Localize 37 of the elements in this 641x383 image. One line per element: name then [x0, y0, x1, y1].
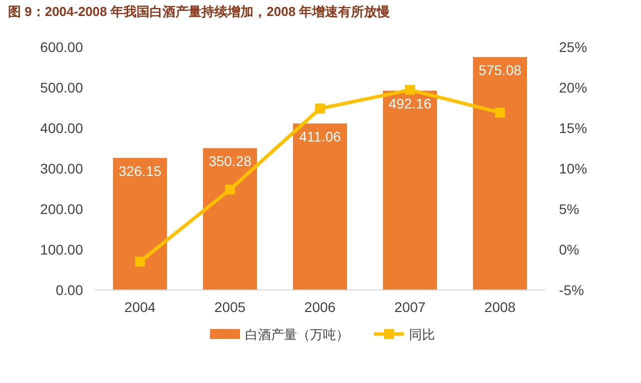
data-label: 492.16: [388, 96, 432, 112]
legend-label: 白酒产量（万吨）: [245, 327, 349, 342]
point: [315, 104, 325, 114]
x-tick-label: 2007: [394, 299, 426, 315]
y2-tick-label: 15%: [559, 120, 588, 136]
y-tick-label: 500.00: [40, 80, 84, 96]
bar: [113, 158, 167, 290]
y-tick-label: 0.00: [56, 282, 84, 298]
x-tick-label: 2006: [304, 299, 336, 315]
y2-tick-label: 10%: [559, 160, 588, 176]
point: [405, 84, 415, 95]
y2-tick-label: 25%: [559, 39, 588, 55]
chart-title: 图 9：2004-2008 年我国白酒产量持续增加，2008 年增速有所放慢: [8, 4, 390, 19]
data-label: 575.08: [478, 62, 522, 78]
point: [135, 256, 145, 267]
y-tick-label: 200.00: [40, 201, 84, 217]
point: [495, 108, 505, 118]
y-tick-label: 600.00: [40, 39, 84, 55]
data-label: 411.06: [299, 128, 342, 145]
data-label: 350.28: [208, 153, 252, 170]
y2-tick-label: -5%: [559, 282, 584, 298]
y-tick-label: 400.00: [40, 120, 84, 136]
x-tick-label: 2005: [214, 299, 246, 315]
point: [225, 184, 235, 195]
data-label: 326.15: [118, 162, 162, 179]
bar: [473, 57, 527, 290]
bar: [203, 148, 257, 290]
bar: [293, 124, 347, 290]
y-tick-label: 100.00: [40, 242, 84, 258]
y2-tick-label: 0%: [559, 242, 580, 258]
y-tick-label: 300.00: [40, 160, 84, 176]
legend-label: 同比: [409, 327, 435, 342]
y2-tick-label: 5%: [559, 201, 580, 217]
y2-tick-label: 20%: [559, 80, 588, 96]
x-tick-label: 2008: [484, 299, 516, 315]
x-tick-label: 2004: [124, 299, 156, 315]
bar: [383, 90, 437, 290]
